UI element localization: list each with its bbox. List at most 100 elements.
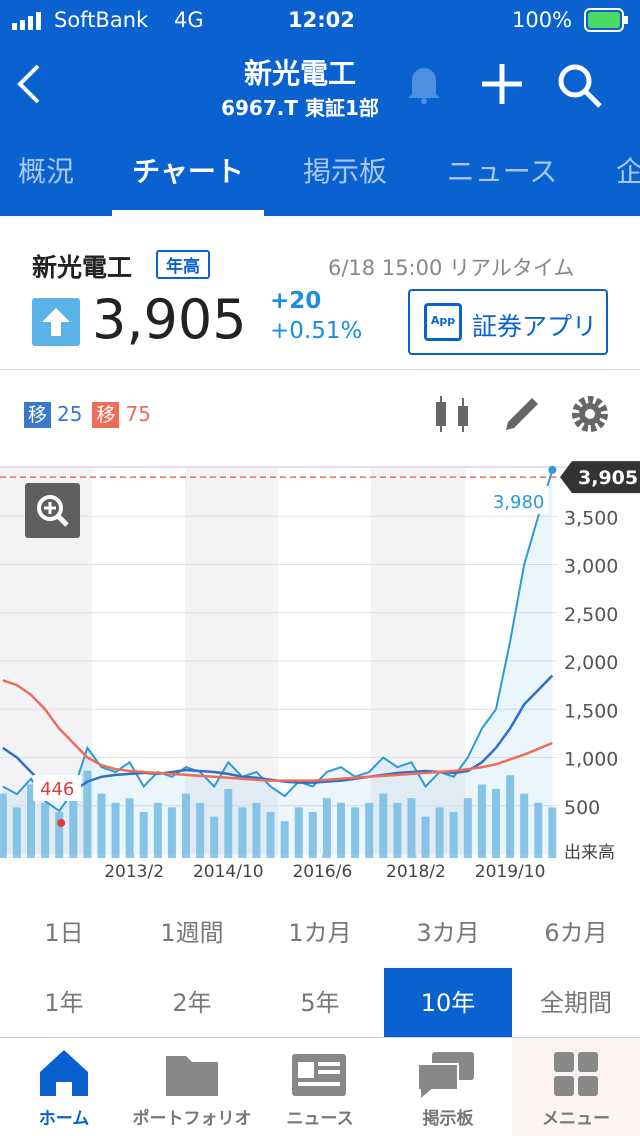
- home-icon[interactable]: [40, 1050, 88, 1096]
- nav-highlight: [512, 1038, 640, 1136]
- plot-band: [278, 466, 371, 858]
- period-button[interactable]: 1週間: [160, 919, 224, 947]
- stock-name: 新光電工: [32, 253, 133, 282]
- volume-label: 出来高: [564, 843, 615, 863]
- period-button[interactable]: 全期間: [540, 989, 612, 1017]
- volume-bar: [379, 793, 388, 858]
- y-tick-label: 3,000: [564, 556, 618, 578]
- period-button[interactable]: 3カ月: [416, 919, 480, 947]
- volume-bar: [252, 802, 261, 858]
- zoom-button[interactable]: [25, 483, 80, 538]
- y-tick-label: 3,500: [564, 507, 618, 529]
- volume-bar: [196, 802, 205, 858]
- tab[interactable]: ニュース: [446, 155, 558, 188]
- up-arrow-icon: [32, 298, 80, 346]
- volume-bar: [548, 807, 557, 858]
- network: 4G: [174, 8, 204, 32]
- nav-item[interactable]: メニュー: [542, 1109, 610, 1129]
- low-label-bg: [33, 774, 82, 801]
- plot-top: [0, 466, 640, 468]
- search-button[interactable]: [556, 62, 604, 110]
- tab[interactable]: 企: [615, 155, 640, 188]
- indicator-legend: 移 25 移 75: [24, 400, 151, 428]
- divider: [0, 1037, 640, 1038]
- price-line: [2, 469, 554, 813]
- app-button-label: 証券アプリ: [472, 312, 598, 341]
- volume-bar: [167, 807, 176, 858]
- volume-bar: [83, 770, 92, 858]
- volume-bar: [351, 807, 360, 858]
- volume-bar: [12, 807, 21, 858]
- folder-icon[interactable]: [166, 1056, 218, 1096]
- volume-bar: [477, 784, 486, 858]
- nav-item[interactable]: ポートフォリオ: [132, 1109, 252, 1129]
- bell-button[interactable]: [404, 62, 444, 104]
- indicator-badge: 移: [24, 402, 52, 428]
- volume-bar: [280, 821, 289, 858]
- tab-selected[interactable]: チャート: [132, 155, 244, 188]
- tab[interactable]: 概況: [17, 155, 75, 188]
- period-button[interactable]: 1日: [44, 919, 84, 947]
- volume-bar: [238, 807, 247, 858]
- datetime: 6/18 15:00 リアルタイム: [328, 256, 575, 280]
- battery-icon: [584, 8, 628, 32]
- period-button[interactable]: 1年: [44, 989, 84, 1017]
- low-point: [57, 818, 66, 827]
- y-tick-label: 1,000: [564, 749, 618, 771]
- menu-icon[interactable]: [554, 1052, 598, 1096]
- high-label: 3,980: [493, 492, 545, 513]
- nav-item[interactable]: ニュース: [286, 1109, 354, 1129]
- change: +20: [270, 288, 322, 314]
- divider: [0, 369, 640, 370]
- y-tick-label: 2,000: [564, 652, 618, 674]
- period-button[interactable]: 5年: [300, 989, 340, 1017]
- period-button[interactable]: 6カ月: [544, 919, 608, 947]
- draw-icon[interactable]: [506, 398, 538, 430]
- volume-bar: [153, 802, 162, 858]
- volume-bar: [421, 816, 430, 858]
- low-label: 446: [40, 779, 74, 800]
- x-tick-label: 2014/10: [193, 862, 264, 882]
- high-point: [548, 465, 557, 474]
- indicator-period: 25: [57, 402, 83, 426]
- clock: 12:02: [288, 8, 355, 32]
- period-button[interactable]: 1カ月: [288, 919, 352, 947]
- board-icon[interactable]: [417, 1052, 474, 1102]
- moving-average-line: [2, 679, 553, 782]
- volume-bar: [97, 793, 106, 858]
- price-area: [2, 469, 553, 854]
- volume-bar: [294, 807, 303, 858]
- volume-bar: [520, 793, 529, 858]
- tab[interactable]: 掲示板: [302, 155, 388, 188]
- news-icon[interactable]: [292, 1054, 346, 1096]
- header: SoftBank 4G 12:02 100% 新光電工 6967.T 東証1部 …: [0, 0, 640, 216]
- x-tick-label: 2016/6: [292, 862, 352, 882]
- chart: 500 1,000 1,500 2,000 2,500 3,000 3,500 2013/2 2…: [0, 461, 640, 882]
- back-button[interactable]: [14, 64, 44, 104]
- volume-bar: [27, 784, 35, 858]
- period-button-selected[interactable]: 10年: [384, 968, 512, 1038]
- high-label-bg: [486, 485, 549, 514]
- nav-item[interactable]: 掲示板: [422, 1109, 474, 1129]
- volume-bar: [435, 807, 444, 858]
- tab-indicator: [112, 210, 264, 216]
- nav-icons: [40, 1050, 598, 1102]
- volume-bar: [393, 802, 402, 858]
- indicator-period: 75: [125, 402, 151, 426]
- nav-item[interactable]: ホーム: [38, 1109, 90, 1129]
- current-price-tag: [560, 461, 640, 494]
- add-button[interactable]: [478, 60, 526, 108]
- app-icon: App: [424, 303, 462, 341]
- period-button[interactable]: 2年: [172, 989, 212, 1017]
- volume-bar: [407, 798, 416, 858]
- volume-bar: [111, 802, 120, 858]
- indicator-badge: 移: [92, 402, 120, 428]
- change-percent: +0.51%: [270, 318, 363, 344]
- volume-bar: [463, 798, 472, 858]
- settings-icon[interactable]: [572, 396, 608, 432]
- volume-bar: [125, 798, 134, 858]
- y-tick-label: 2,500: [564, 604, 618, 626]
- app-button[interactable]: App 証券アプリ: [408, 289, 608, 355]
- candle-icon[interactable]: [436, 396, 468, 432]
